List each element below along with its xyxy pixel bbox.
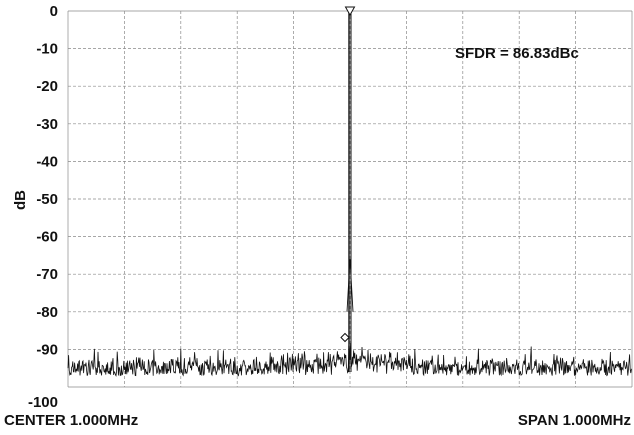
grid xyxy=(67,10,633,388)
sfdr-annotation: SFDR = 86.83dBc xyxy=(455,45,579,62)
spectrum-trace xyxy=(67,6,632,377)
y-axis-label: dB xyxy=(12,190,29,210)
y-tick-label: -10 xyxy=(36,41,58,58)
y-tick-labels: 0 -10 -20 -30 -40 -50 -60 -70 -80 -90 -100 xyxy=(28,3,58,411)
peak-marker xyxy=(344,6,356,17)
y-tick-label: -50 xyxy=(36,191,58,208)
x-center-label: CENTER 1.000MHz xyxy=(4,412,139,429)
y-tick-label: 0 xyxy=(50,3,58,20)
y-tick-label: -90 xyxy=(36,341,58,358)
y-tick-label: -60 xyxy=(36,229,58,246)
y-tick-label: -20 xyxy=(36,78,58,95)
y-tick-label: -100 xyxy=(28,394,58,411)
y-tick-label: -40 xyxy=(36,153,58,170)
carrier-skirt xyxy=(346,259,354,312)
spectrum-chart: 0 -10 -20 -30 -40 -50 -60 -70 -80 -90 -100 dB SFDR… xyxy=(12,3,633,411)
y-tick-label: -80 xyxy=(36,304,58,321)
noise-floor-trace xyxy=(67,343,632,377)
x-span-label: SPAN 1.000MHz xyxy=(517,412,631,429)
y-tick-label: -30 xyxy=(36,116,58,133)
spur-marker xyxy=(340,332,350,343)
y-tick-label: -70 xyxy=(36,266,58,283)
